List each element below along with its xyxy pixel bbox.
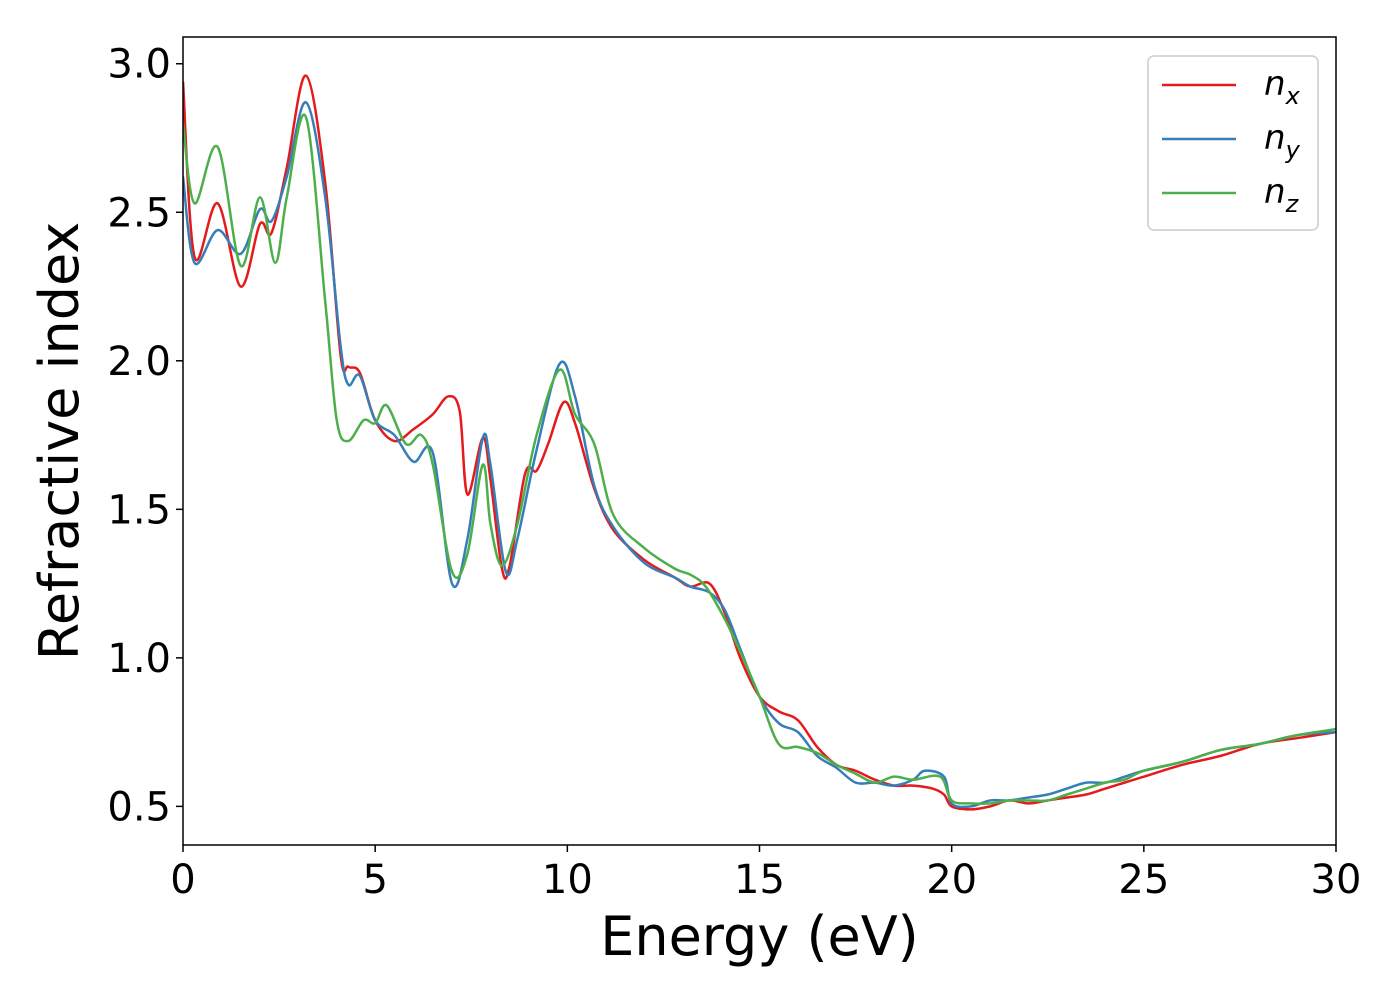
y-tick-label: 0.5 — [107, 784, 171, 830]
ticks-layer: 0 5 10 15 20 25 30 0.5 1.0 1.5 2.0 2.5 3.0 — [107, 42, 1361, 903]
x-tick-label: 15 — [734, 857, 785, 903]
y-tick-label: 1.5 — [107, 487, 171, 533]
series-line-z — [183, 113, 1336, 806]
x-tick-label: 25 — [1118, 857, 1169, 903]
x-tick-label: 0 — [170, 857, 195, 903]
x-tick-label: 30 — [1311, 857, 1362, 903]
y-tick-label: 3.0 — [107, 42, 171, 88]
y-tick-label: 2.5 — [107, 190, 171, 236]
plot-frame — [182, 36, 1337, 846]
y-tick-label: 2.0 — [107, 339, 171, 385]
lines-layer — [183, 74, 1336, 811]
y-axis-title: Refractive index — [28, 222, 91, 661]
legend-label-z: nz — [1264, 172, 1300, 218]
x-tick-label: 5 — [362, 857, 387, 903]
x-tick-label: 20 — [926, 857, 977, 903]
legend: nx ny nz — [1147, 55, 1319, 231]
x-axis-title: Energy (eV) — [600, 905, 919, 968]
x-tick-label: 10 — [542, 857, 593, 903]
series-line-y — [183, 101, 1336, 809]
legend-box — [1147, 55, 1319, 231]
legend-label-y: ny — [1264, 118, 1301, 164]
y-tick-label: 1.0 — [107, 636, 171, 682]
legend-label-x: nx — [1264, 64, 1301, 110]
